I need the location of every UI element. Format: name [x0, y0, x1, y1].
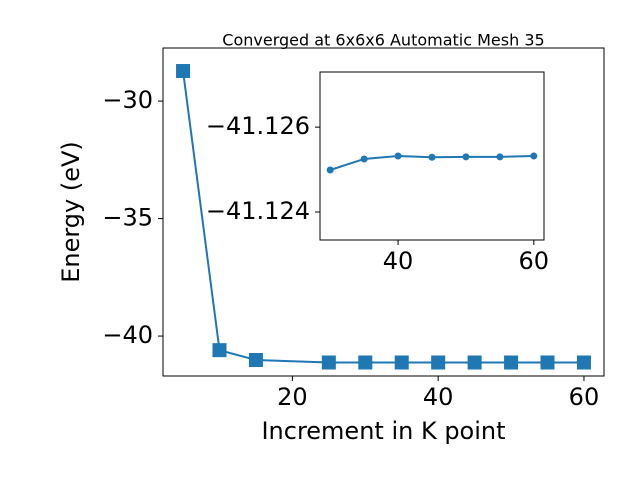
y-tick-label: −30 [102, 86, 153, 114]
x-tick-label: 40 [423, 383, 454, 411]
marker [540, 355, 555, 370]
marker [394, 152, 402, 160]
marker [462, 153, 470, 161]
marker [576, 355, 591, 370]
axes-frame [319, 71, 545, 241]
x-tick-label: 20 [277, 383, 308, 411]
y-tick-label: −41.126 [206, 112, 310, 140]
marker [496, 153, 504, 161]
marker [248, 353, 263, 368]
marker [394, 355, 409, 370]
marker [530, 152, 538, 160]
axes-frame [162, 47, 605, 377]
x-tick-label: 60 [569, 383, 600, 411]
marker [428, 153, 436, 161]
y-tick-label: −35 [102, 204, 153, 232]
y-axis-label: Energy (eV) [57, 141, 85, 283]
marker [467, 355, 482, 370]
y-tick-label: −41.124 [206, 197, 310, 225]
marker [431, 355, 446, 370]
marker [360, 155, 368, 163]
marker [326, 166, 334, 174]
marker [504, 355, 519, 370]
y-tick-label: −40 [102, 321, 153, 349]
x-axis-label: Increment in K point [261, 417, 505, 445]
marker [321, 355, 336, 370]
marker [176, 64, 191, 79]
marker [358, 355, 373, 370]
marker [212, 343, 227, 358]
x-tick-label: 60 [519, 247, 550, 275]
chart-title: Converged at 6x6x6 Automatic Mesh 35 [222, 31, 544, 50]
x-tick-label: 40 [383, 247, 414, 275]
